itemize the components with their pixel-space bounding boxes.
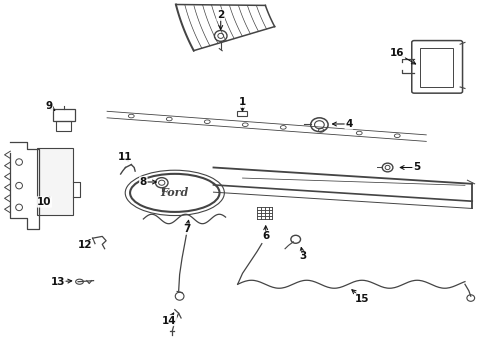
Text: 13: 13 [50, 277, 65, 287]
Text: 9: 9 [45, 101, 52, 111]
Text: 6: 6 [261, 232, 269, 241]
Text: 1: 1 [239, 97, 245, 107]
Text: Ford: Ford [160, 187, 189, 198]
Bar [56, 121, 71, 131]
Bar [236, 111, 247, 116]
Text: 10: 10 [37, 197, 51, 207]
Text: 14: 14 [161, 316, 176, 325]
Bar [420, 48, 453, 87]
Text: 12: 12 [78, 241, 92, 250]
Text: 16: 16 [389, 48, 404, 58]
Text: 3: 3 [299, 251, 306, 261]
Text: 15: 15 [354, 294, 369, 304]
Text: 4: 4 [345, 119, 352, 129]
Text: 11: 11 [118, 152, 133, 162]
Bar [53, 110, 75, 121]
Text: 8: 8 [139, 177, 147, 187]
Bar [37, 147, 73, 215]
Text: 5: 5 [412, 162, 419, 173]
Text: 2: 2 [217, 10, 224, 20]
Text: 7: 7 [183, 224, 190, 234]
